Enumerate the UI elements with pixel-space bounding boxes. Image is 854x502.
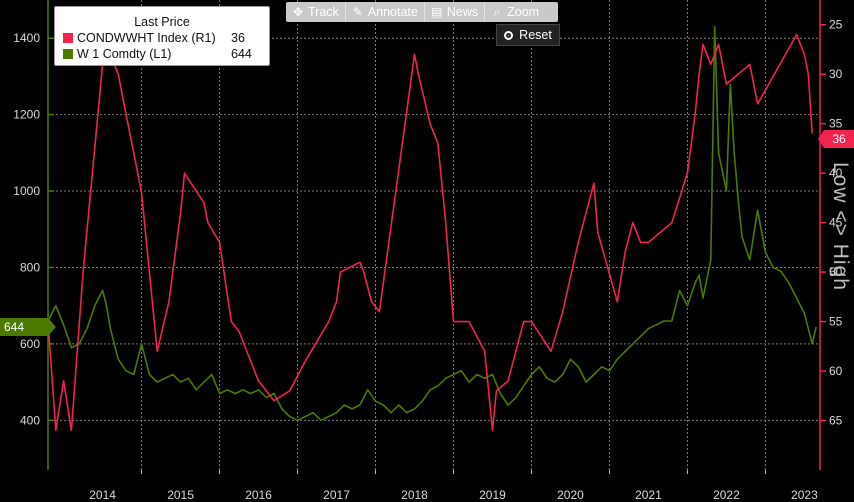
x-tick-label: 2022 (713, 488, 740, 502)
left-axis: 400 600 800 1000 1200 1400 (13, 31, 54, 427)
x-tick-label: 2023 (791, 488, 818, 502)
right-tick-label: 45 (829, 216, 843, 230)
magnifier-icon: ⌕ (493, 4, 501, 19)
left-tick-label: 400 (20, 413, 40, 427)
zoom-label: Zoom (507, 5, 540, 19)
x-tick-label: 2019 (479, 488, 506, 502)
right-tick-label: 65 (829, 414, 843, 428)
legend-label: CONDWWHT Index (R1) (77, 31, 216, 45)
x-tick-label: 2020 (557, 488, 584, 502)
reset-icon (504, 30, 514, 40)
right-tick-label: 30 (829, 67, 843, 81)
reset-label: Reset (519, 28, 552, 42)
last-value-tag-left: 644 (0, 318, 56, 336)
crosshair-icon: ✥ (292, 5, 304, 19)
left-tick-label: 1400 (13, 31, 40, 45)
right-tick-label: 55 (829, 315, 843, 329)
right-axis-label: Low <> High (829, 162, 852, 291)
right-tick-label: 60 (829, 364, 843, 378)
right-tick-label: 25 (829, 18, 843, 32)
left-tick-label: 1000 (13, 184, 40, 198)
news-label: News (446, 5, 479, 19)
left-tick-label: 800 (20, 260, 40, 274)
grid (48, 0, 820, 470)
chart-toolbar: ✥ Track ✎ Annotate ▤ News ⌕ Zoom (286, 2, 558, 22)
x-tick-label: 2021 (635, 488, 662, 502)
reset-button[interactable]: Reset (496, 24, 560, 46)
series-line-w1-comdty (47, 25, 817, 422)
legend-entry-w1: W 1 Comdty (L1) 644 (55, 47, 269, 63)
last-value-tag-right: 36 (818, 130, 854, 148)
pencil-icon: ✎ (352, 5, 363, 19)
x-tick-label: 2014 (89, 488, 116, 502)
x-tick-label: 2017 (323, 488, 350, 502)
track-button[interactable]: ✥ Track (286, 2, 346, 22)
right-tick-label: 50 (829, 265, 843, 279)
left-tick-label: 600 (20, 337, 40, 351)
zoom-button[interactable]: ⌕ Zoom (485, 2, 545, 22)
x-tick-label: 2015 (167, 488, 194, 502)
legend-swatch-green (63, 49, 73, 59)
legend-swatch-red (63, 33, 73, 43)
right-tick-label: 35 (829, 117, 843, 131)
legend-entry-condwwht: CONDWWHT Index (R1) 36 (55, 31, 269, 47)
x-tick-label: 2016 (245, 488, 272, 502)
right-axis: 25 30 35 40 45 50 55 60 65 (820, 18, 843, 428)
annotate-label: Annotate (367, 5, 418, 19)
legend: Last Price CONDWWHT Index (R1) 36 W 1 Co… (54, 6, 270, 66)
series-group (47, 25, 817, 432)
legend-label: W 1 Comdty (L1) (77, 47, 172, 61)
legend-value: 644 (231, 47, 252, 61)
series-line-condwwht-index (47, 33, 813, 432)
left-tick-label: 1200 (13, 108, 40, 122)
legend-title: Last Price (134, 15, 190, 29)
annotate-button[interactable]: ✎ Annotate (346, 2, 425, 22)
x-axis: 2014 2015 2016 2017 2018 2019 2020 2021 2022 2023 (89, 470, 818, 502)
news-button[interactable]: ▤ News (425, 2, 486, 22)
legend-value: 36 (231, 31, 245, 45)
x-tick-label: 2018 (401, 488, 428, 502)
newspaper-icon: ▤ (431, 5, 443, 19)
track-label: Track (308, 5, 339, 19)
right-tick-label: 40 (829, 166, 843, 180)
